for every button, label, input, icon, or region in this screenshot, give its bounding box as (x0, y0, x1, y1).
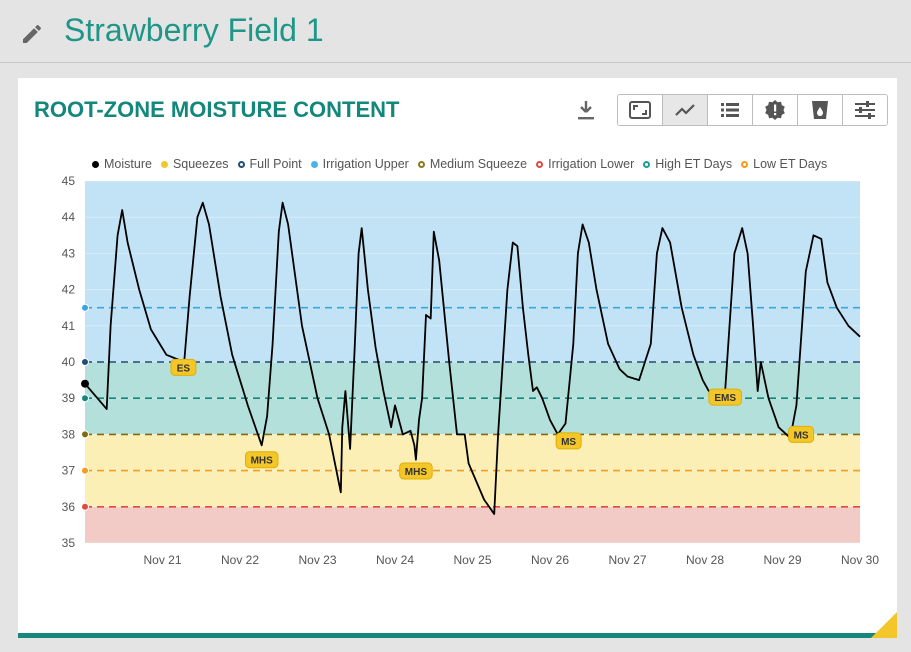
y-tick-label: 43 (62, 246, 76, 260)
chart-toolbar (617, 94, 888, 126)
x-tick-label: Nov 29 (763, 553, 801, 567)
threshold-marker (81, 502, 89, 511)
squeeze-marker (399, 462, 433, 480)
legend-label: Medium Squeeze (429, 157, 528, 171)
moisture-chart: 45 44 43 42 41 40 39 38 37 36 35 Nov 21 Nov 22 Nov 23… (62, 174, 880, 567)
y-tick-label: 42 (62, 283, 76, 297)
irrigation-button[interactable] (798, 95, 843, 125)
line-chart-icon (675, 104, 695, 116)
legend-marker (536, 160, 544, 168)
x-tick-label: Nov 27 (608, 553, 646, 567)
y-tick-label: 44 (62, 210, 76, 224)
download-icon[interactable] (574, 98, 598, 122)
squeeze-marker (788, 425, 815, 443)
legend-marker (741, 160, 749, 168)
squeeze-marker (170, 358, 197, 376)
threshold-marker (81, 358, 89, 366)
legend-item[interactable]: Medium Squeeze (417, 157, 528, 171)
moisture-line (84, 201, 861, 515)
threshold-marker (81, 394, 89, 403)
x-tick-label: Nov 22 (221, 553, 259, 567)
zone-band (85, 506, 860, 543)
legend-marker (417, 160, 425, 168)
squeeze-marker (244, 451, 279, 469)
legend-label: High ET Days (655, 157, 733, 171)
chart-title: ROOT-ZONE MOISTURE CONTENT (34, 97, 400, 122)
squeeze-label: MS (794, 430, 809, 441)
squeeze-label: MHS (405, 467, 428, 478)
legend-item[interactable]: Irrigation Lower (536, 157, 634, 171)
y-tick-label: 40 (62, 355, 76, 369)
water-glass-icon (812, 101, 828, 119)
moisture-start-marker (81, 379, 89, 388)
x-tick-label: Nov 25 (453, 553, 491, 567)
fullscreen-button[interactable] (618, 95, 663, 125)
x-tick-label: Nov 23 (298, 553, 336, 567)
settings-button[interactable] (843, 95, 887, 125)
y-tick-label: 41 (62, 319, 76, 333)
legend-item[interactable]: Irrigation Upper (310, 157, 409, 171)
legend-marker (160, 160, 168, 168)
squeeze-label: MS (561, 437, 576, 448)
legend-label: Irrigation Upper (322, 157, 409, 171)
x-tick-label: Nov 26 (531, 553, 569, 567)
legend-marker (310, 160, 318, 168)
legend-item[interactable]: Low ET Days (741, 157, 827, 171)
y-tick-label: 37 (62, 464, 76, 478)
legend-marker (92, 160, 99, 168)
expand-icon (629, 101, 651, 119)
legend-label: Moisture (104, 157, 152, 171)
x-tick-label: Nov 24 (376, 553, 414, 567)
squeeze-label: ES (177, 363, 191, 374)
x-tick-label: Nov 21 (143, 553, 181, 567)
y-tick-label: 35 (62, 536, 76, 550)
squeeze-label: MHS (251, 456, 274, 467)
pencil-icon[interactable] (20, 22, 44, 46)
y-tick-label: 38 (62, 427, 76, 441)
x-tick-label: Nov 30 (841, 553, 879, 567)
zone-band (85, 181, 860, 362)
legend-item[interactable]: High ET Days (643, 157, 732, 171)
resize-handle[interactable] (871, 612, 897, 638)
y-tick-label: 39 (62, 391, 76, 405)
alert-badge-icon (765, 100, 785, 120)
squeeze-marker (555, 432, 582, 450)
alerts-button[interactable] (753, 95, 798, 125)
legend-label: Squeezes (172, 157, 229, 171)
legend-item[interactable]: Moisture (92, 157, 152, 171)
legend-marker (643, 160, 651, 168)
legend-item[interactable]: Full Point (237, 157, 302, 171)
sliders-icon (855, 101, 875, 119)
page-title: Strawberry Field 1 (64, 12, 324, 48)
y-tick-label: 36 (62, 500, 76, 514)
y-tick-label: 45 (62, 174, 76, 188)
legend-label: Irrigation Lower (548, 157, 635, 171)
table-view-button[interactable] (708, 95, 753, 125)
threshold-marker (81, 303, 89, 312)
chart-legend: Moisture Squeezes Full Point Irrigation Upp… (92, 157, 836, 171)
legend-marker (237, 160, 245, 168)
x-tick-label: Nov 28 (686, 553, 724, 567)
threshold-marker (81, 430, 89, 439)
legend-label: Low ET Days (753, 157, 828, 171)
card-bottom-bar (18, 633, 897, 638)
moisture-card: ROOT-ZONE MOISTURE CONTENT (18, 78, 897, 638)
legend-label: Full Point (249, 157, 302, 171)
list-icon (721, 103, 739, 117)
threshold-marker (81, 466, 89, 475)
line-view-button[interactable] (663, 95, 708, 125)
page-header: Strawberry Field 1 (0, 0, 911, 63)
squeeze-label: EMS (714, 393, 736, 404)
squeeze-marker (708, 388, 742, 406)
legend-item[interactable]: Squeezes (160, 157, 229, 171)
